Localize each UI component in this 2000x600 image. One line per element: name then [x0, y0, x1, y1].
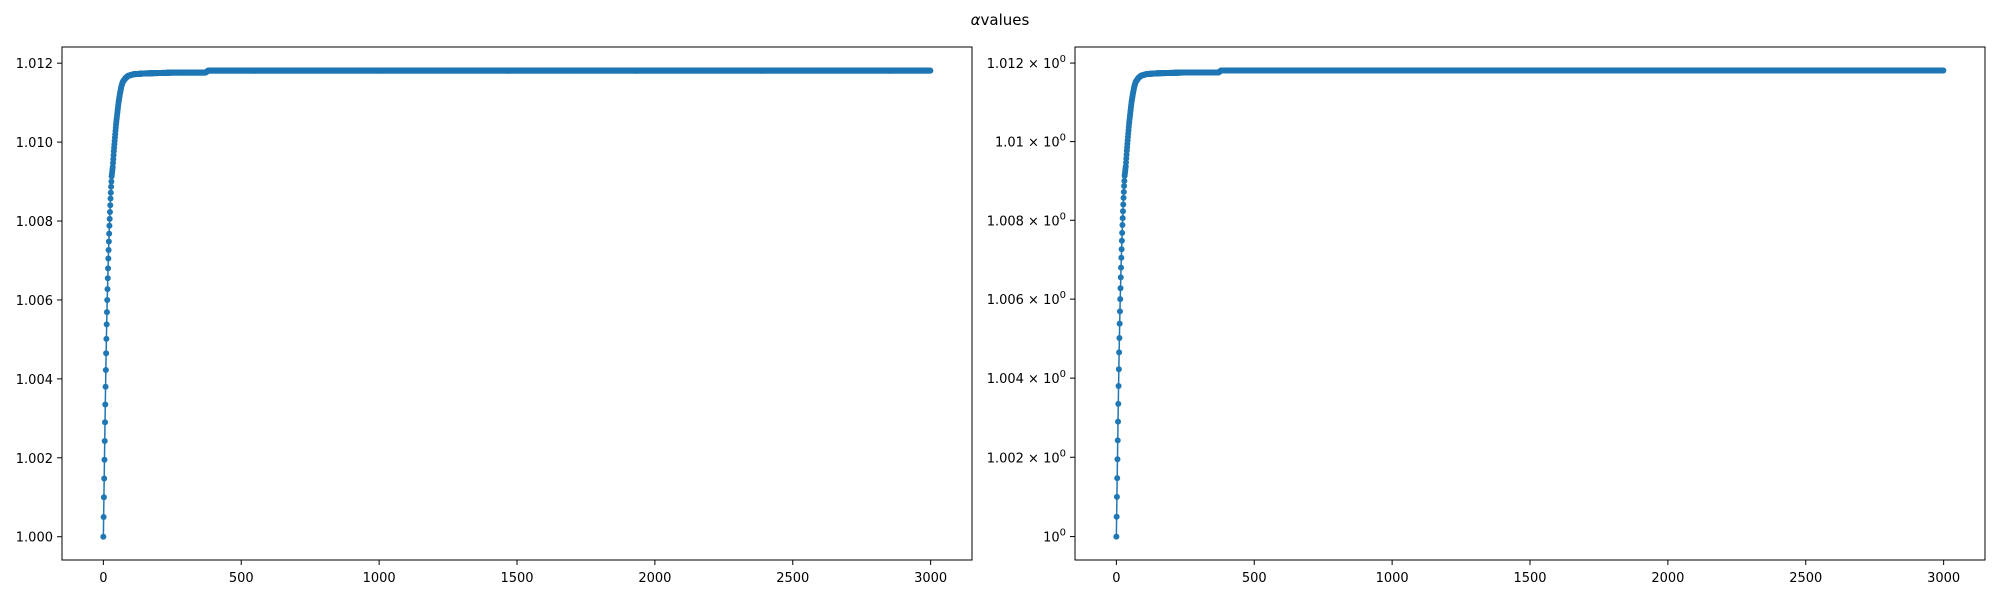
data-point: [1117, 285, 1124, 292]
data-point: [105, 265, 112, 272]
x-tick-label: 1000: [363, 571, 396, 586]
data-point: [104, 286, 111, 293]
data-point: [105, 255, 112, 262]
data-point: [1120, 194, 1127, 201]
data-point: [1114, 475, 1121, 482]
data-point: [1115, 383, 1122, 390]
data-point: [1113, 513, 1120, 520]
data-point: [100, 513, 107, 520]
data-point: [107, 195, 114, 202]
data-point: [102, 383, 109, 390]
data-point: [101, 456, 108, 463]
data-point: [106, 222, 113, 229]
data-point: [1118, 246, 1125, 253]
data-point: [103, 350, 110, 357]
data-point: [1113, 533, 1120, 540]
x-tick-label: 0: [99, 571, 107, 586]
data-point: [103, 321, 110, 328]
data-point: [102, 366, 109, 373]
data-point: [1116, 349, 1123, 356]
data-point: [1119, 215, 1126, 222]
y-tick-label: 1.010: [16, 136, 53, 151]
y-tick-label: 1.012: [16, 57, 53, 72]
data-point: [1120, 188, 1127, 195]
figure-title: αvalues: [971, 11, 1030, 29]
data-point: [1121, 177, 1128, 184]
data-point: [107, 202, 114, 209]
data-point: [1120, 201, 1127, 208]
data-point: [1113, 493, 1120, 500]
data-point: [1118, 237, 1125, 244]
data-point: [108, 178, 115, 185]
data-point: [101, 475, 108, 482]
data-point: [102, 419, 109, 426]
data-point: [108, 183, 115, 190]
data-point: [1116, 308, 1123, 315]
data-point: [1118, 264, 1125, 271]
data-point: [1119, 222, 1126, 229]
data-point: [107, 189, 114, 196]
data-point: [104, 296, 111, 303]
series-markers: [100, 67, 934, 540]
data-point: [104, 275, 111, 282]
data-point: [106, 230, 113, 237]
data-point: [103, 309, 110, 316]
x-tick-label: 2500: [776, 571, 809, 586]
data-point: [1114, 456, 1121, 463]
data-point: [1117, 296, 1124, 303]
data-point: [100, 494, 107, 501]
data-point: [1121, 183, 1128, 190]
data-point: [1119, 208, 1126, 215]
data-point: [1116, 335, 1123, 341]
y-tick-label: 1.006: [16, 294, 53, 309]
data-point: [101, 438, 108, 445]
data-point: [1115, 400, 1122, 407]
y-tick-label: 1.008: [16, 215, 53, 230]
data-point: [105, 238, 112, 245]
data-point: [1116, 320, 1123, 327]
data-point: [1115, 366, 1122, 373]
x-tick-label: 2000: [638, 571, 671, 586]
data-point: [102, 401, 109, 408]
data-point: [927, 67, 934, 74]
data-point: [103, 335, 110, 342]
data-point: [106, 208, 113, 215]
x-tick-label: 3000: [914, 571, 947, 586]
data-point: [106, 215, 113, 222]
y-tick-label: 1.002: [16, 452, 53, 467]
y-tick-label: 1.000: [16, 531, 53, 546]
data-point: [105, 247, 112, 254]
data-point: [1114, 437, 1121, 444]
x-tick-label: 1500: [500, 571, 533, 586]
data-point: [1115, 418, 1122, 425]
y-tick-label: 1.004: [16, 373, 53, 388]
figure-title-symbol: α: [971, 11, 981, 29]
data-point: [1118, 254, 1125, 261]
data-point: [100, 533, 107, 540]
x-tick-label: 500: [229, 571, 254, 586]
figure-title-text: values: [981, 11, 1030, 29]
data-point: [1119, 229, 1126, 236]
left-chart-panel: 0 500 1000 1500 2000 2500 3000 1.000 1.002 1.004 1…: [16, 46, 973, 586]
data-point: [1117, 274, 1124, 281]
